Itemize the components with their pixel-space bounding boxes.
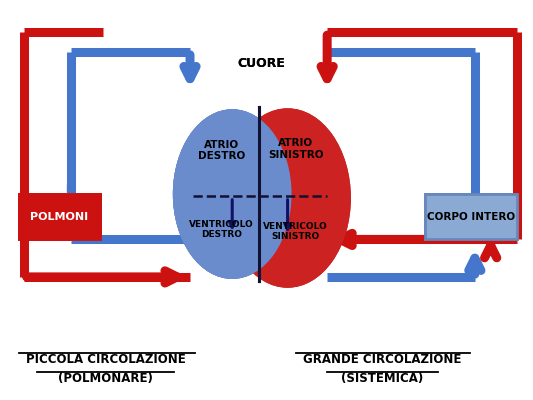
Text: ATRIO
DESTRO: ATRIO DESTRO xyxy=(198,140,245,162)
Text: (SISTEMICA): (SISTEMICA) xyxy=(342,372,424,385)
FancyBboxPatch shape xyxy=(425,194,517,240)
Text: ATRIO
SINISTRO: ATRIO SINISTRO xyxy=(268,138,323,160)
FancyBboxPatch shape xyxy=(19,194,100,240)
Text: CORPO INTERO: CORPO INTERO xyxy=(427,212,515,222)
Text: POLMONI: POLMONI xyxy=(30,212,88,222)
Text: VENTRICOLO
SINISTRO: VENTRICOLO SINISTRO xyxy=(263,222,328,241)
Text: VENTRICOLO
DESTRO: VENTRICOLO DESTRO xyxy=(189,220,254,239)
Text: ATRIO
SINISTRO: ATRIO SINISTRO xyxy=(268,138,323,160)
Ellipse shape xyxy=(173,109,292,279)
Text: VENTRICOLO
SINISTRO: VENTRICOLO SINISTRO xyxy=(263,222,328,241)
FancyBboxPatch shape xyxy=(19,194,100,240)
Text: VENTRICOLO
DESTRO: VENTRICOLO DESTRO xyxy=(189,220,254,239)
Ellipse shape xyxy=(173,109,292,279)
Ellipse shape xyxy=(173,109,292,279)
Ellipse shape xyxy=(173,109,292,279)
Text: (POLMONARE): (POLMONARE) xyxy=(58,372,153,385)
Text: CORPO INTERO: CORPO INTERO xyxy=(427,212,515,222)
FancyBboxPatch shape xyxy=(425,194,517,240)
Text: ATRIO
DESTRO: ATRIO DESTRO xyxy=(198,140,245,162)
Ellipse shape xyxy=(224,108,351,288)
Text: CUORE: CUORE xyxy=(237,58,285,70)
Text: POLMONI: POLMONI xyxy=(30,212,88,222)
Text: PICCOLA CIRCOLAZIONE: PICCOLA CIRCOLAZIONE xyxy=(26,353,185,366)
Text: GRANDE CIRCOLAZIONE: GRANDE CIRCOLAZIONE xyxy=(303,353,462,366)
Text: CUORE: CUORE xyxy=(237,58,285,70)
Ellipse shape xyxy=(224,108,351,288)
